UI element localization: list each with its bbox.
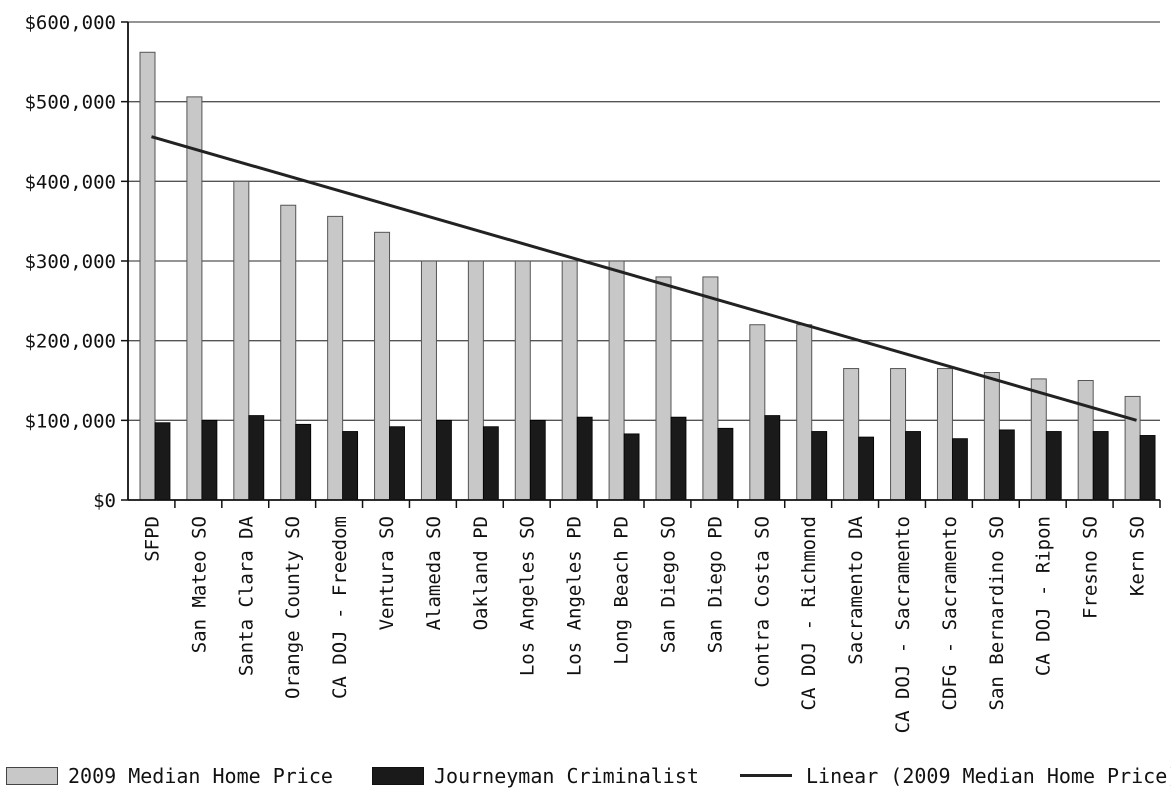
legend-item-trendline: Linear (2009 Median Home Price) <box>740 760 1171 791</box>
bars <box>139 51 1156 501</box>
x-tick-label: Ventura SO <box>376 516 398 630</box>
bar-home-price <box>608 260 625 501</box>
x-tick-label: SFPD <box>141 516 163 562</box>
x-tick-label: Fresno SO <box>1080 516 1102 619</box>
x-tick-label: CA DOJ - Freedom <box>329 516 351 699</box>
bar-home-price <box>514 260 531 501</box>
legend-item-home-price: 2009 Median Home Price <box>6 760 333 791</box>
bar-criminalist <box>1092 431 1109 501</box>
x-tick-label: Santa Clara DA <box>235 515 257 676</box>
x-tick-label: Alameda SO <box>423 516 445 630</box>
trendline <box>151 135 1137 422</box>
trendline-linear <box>151 135 1137 422</box>
bar-home-price <box>796 324 813 501</box>
x-tick-label: Orange County SO <box>282 516 304 699</box>
y-tick-label: $400,000 <box>24 171 116 193</box>
x-tick-label: San Bernardino SO <box>986 516 1008 710</box>
bar-criminalist <box>576 416 593 501</box>
bar-criminalist <box>529 419 546 501</box>
bar-criminalist <box>295 423 312 501</box>
legend: 2009 Median Home Price Journeyman Crimin… <box>0 760 1171 791</box>
bar-criminalist <box>389 426 405 501</box>
x-tick-label: Oakland PD <box>470 516 492 630</box>
y-tick-label: $500,000 <box>24 92 116 114</box>
x-tick-label: Long Beach PD <box>611 516 633 665</box>
x-tick-label: San Diego SO <box>657 516 679 653</box>
bar-chart: $0 $100,000 $200,000 $300,000 $400,000 $500,0… <box>24 12 1161 733</box>
legend-swatch-criminalist <box>372 766 424 785</box>
bar-criminalist <box>154 422 171 501</box>
bar-criminalist <box>764 415 781 501</box>
bar-criminalist <box>717 427 734 501</box>
bar-criminalist <box>342 431 359 501</box>
x-tick-label: Kern SO <box>1127 516 1149 596</box>
bar-criminalist <box>623 433 640 501</box>
y-axis-ticks: $0 $100,000 $200,000 $300,000 $400,000 $500,0… <box>24 12 128 512</box>
bar-criminalist <box>858 436 875 501</box>
x-axis-ticks: SFPD San Mateo SO Santa Clara DA Orange Cou… <box>141 500 1161 733</box>
bar-criminalist <box>952 438 968 501</box>
bar-home-price <box>936 368 953 501</box>
x-tick-label: Los Angeles SO <box>517 516 539 676</box>
bar-criminalist <box>998 429 1015 501</box>
x-tick-label: Los Angeles PD <box>564 516 586 676</box>
x-tick-label: Sacramento DA <box>845 515 867 664</box>
bar-home-price <box>1077 380 1094 501</box>
y-tick-label: $600,000 <box>24 12 116 34</box>
bar-criminalist <box>201 419 218 501</box>
legend-label-home-price: 2009 Median Home Price <box>68 763 333 788</box>
bar-home-price <box>233 180 250 501</box>
bar-home-price <box>186 96 203 501</box>
bar-home-price <box>702 276 719 501</box>
legend-label-criminalist: Journeyman Criminalist <box>434 763 699 788</box>
y-tick-label: $200,000 <box>24 331 116 353</box>
bar-home-price <box>1030 378 1047 501</box>
x-tick-label: CA DOJ - Sacramento <box>892 516 914 733</box>
legend-swatch-trendline <box>740 774 792 777</box>
bar-criminalist <box>905 431 921 501</box>
x-tick-label: Contra Costa SO <box>751 516 773 688</box>
bar-home-price <box>890 368 907 501</box>
bar-home-price <box>749 324 766 501</box>
x-tick-label: San Diego PD <box>704 516 726 653</box>
bar-criminalist <box>436 419 452 501</box>
bar-home-price <box>467 260 484 501</box>
y-tick-label: $300,000 <box>24 251 116 273</box>
bar-criminalist <box>811 431 828 501</box>
bar-criminalist <box>1139 435 1156 501</box>
legend-item-criminalist: Journeyman Criminalist <box>372 760 699 791</box>
bar-home-price <box>1124 395 1141 501</box>
bar-home-price <box>561 260 578 501</box>
y-tick-label: $0 <box>93 490 116 512</box>
legend-swatch-home-price <box>6 766 58 785</box>
bar-home-price <box>843 368 860 501</box>
bar-home-price <box>139 51 156 501</box>
bar-criminalist <box>248 415 265 501</box>
bar-criminalist <box>670 416 687 501</box>
bar-criminalist <box>1045 431 1062 501</box>
x-tick-label: CA DOJ - Richmond <box>798 516 820 710</box>
x-tick-label: CA DOJ - Ripon <box>1033 516 1055 676</box>
legend-label-trendline: Linear (2009 Median Home Price) <box>806 763 1171 788</box>
bar-home-price <box>983 372 1000 501</box>
x-tick-label: CDFG - Sacramento <box>939 516 961 710</box>
bar-home-price <box>420 260 437 501</box>
bar-home-price <box>374 231 391 501</box>
x-tick-label: San Mateo SO <box>188 516 210 653</box>
bar-home-price <box>280 204 297 501</box>
bar-home-price <box>327 215 344 501</box>
bar-home-price <box>655 276 672 501</box>
bar-criminalist <box>482 426 499 501</box>
y-tick-label: $100,000 <box>24 410 116 432</box>
